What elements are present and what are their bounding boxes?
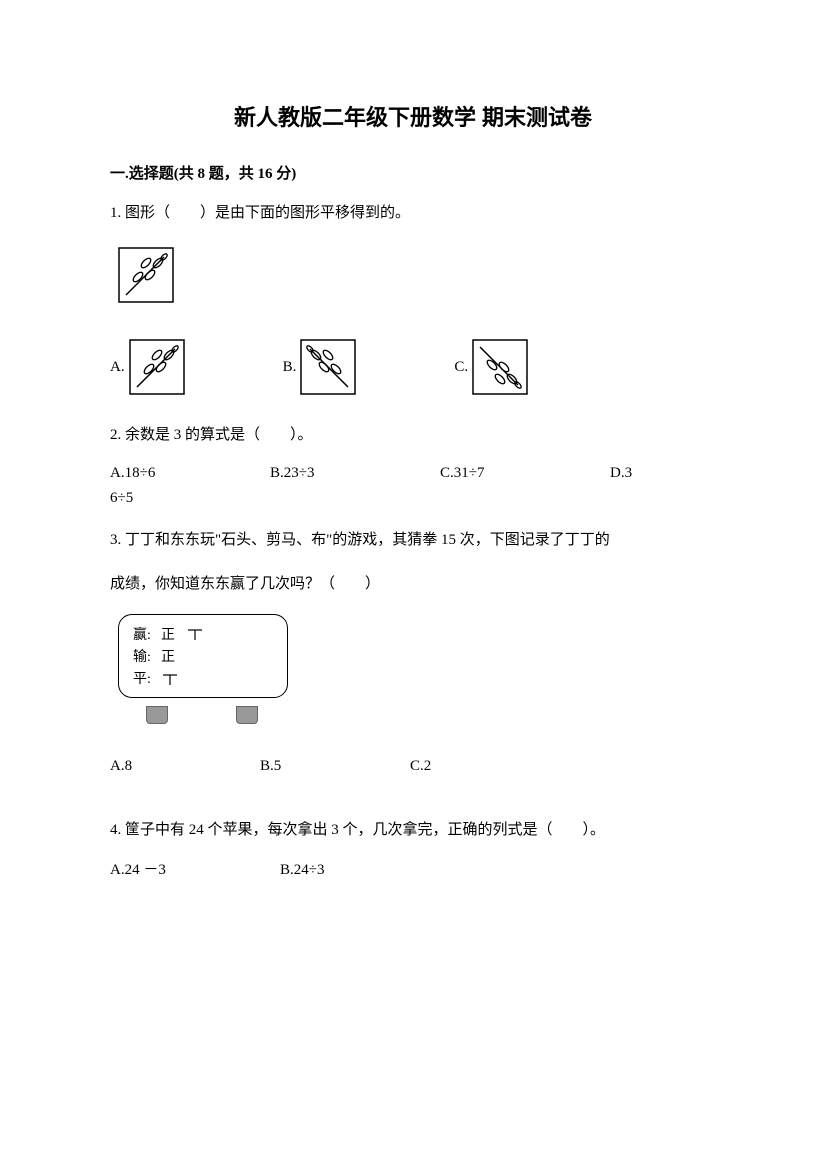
tally-win-row: 赢: 正	[133, 625, 273, 647]
q1-option-a-label: A.	[110, 355, 125, 379]
question-1: 1. 图形（ ）是由下面的图形平移得到的。 A.	[110, 201, 716, 395]
section-1-header: 一.选择题(共 8 题，共 16 分)	[110, 162, 716, 183]
tally-tie-row: 平:	[133, 669, 273, 691]
tally-tie-marks	[161, 669, 179, 691]
q3-text-line2: 成绩，你知道东东赢了几次吗？（ ）	[110, 572, 716, 596]
q1-main-figure	[118, 247, 716, 311]
question-2: 2. 余数是 3 的算式是（ ）。 A.18÷6 B.23÷3 C.31÷7 D…	[110, 423, 716, 510]
tally-partial2-icon	[161, 673, 179, 687]
q2-option-a: A.18÷6	[110, 461, 270, 485]
leaf-box-icon	[118, 247, 174, 303]
leaf-box-a-icon	[129, 339, 185, 395]
q1-text: 1. 图形（ ）是由下面的图形平移得到的。	[110, 201, 716, 225]
tally-foot-right	[236, 706, 258, 724]
tally-lose-row: 输: 正	[133, 647, 273, 669]
q4-options: A.24 －3 B.24÷3	[110, 858, 716, 882]
leaf-box-c-icon	[472, 339, 528, 395]
tally-win-marks: 正	[161, 625, 204, 647]
tally-lose-marks: 正	[161, 647, 175, 669]
q2-options: A.18÷6 B.23÷3 C.31÷7 D.3	[110, 461, 716, 485]
q1-option-b-label: B.	[283, 355, 297, 379]
tally-partial-icon	[186, 628, 204, 642]
tally-foot-left	[146, 706, 168, 724]
q2-option-b: B.23÷3	[270, 461, 440, 485]
q2-option-d-wrap: 6÷5	[110, 487, 716, 510]
tally-win-label: 赢:	[133, 625, 153, 647]
q3-text-line1: 3. 丁丁和东东玩"石头、剪马、布"的游戏，其猜拳 15 次，下图记录了丁丁的	[110, 528, 716, 552]
page-title: 新人教版二年级下册数学 期末测试卷	[110, 100, 716, 132]
leaf-box-b-icon	[300, 339, 356, 395]
q2-text: 2. 余数是 3 的算式是（ ）。	[110, 423, 716, 447]
q2-option-d: D.3	[610, 461, 670, 485]
q2-option-c: C.31÷7	[440, 461, 610, 485]
question-3: 3. 丁丁和东东玩"石头、剪马、布"的游戏，其猜拳 15 次，下图记录了丁丁的 …	[110, 528, 716, 778]
q3-option-b: B.5	[260, 754, 410, 778]
tally-body: 赢: 正 输: 正 平:	[118, 614, 288, 698]
q1-options: A. B.	[110, 339, 716, 395]
tally-tie-label: 平:	[133, 669, 153, 691]
tally-lose-label: 输:	[133, 647, 153, 669]
q3-option-c: C.2	[410, 754, 560, 778]
q1-option-c-label: C.	[454, 355, 468, 379]
tally-card: 赢: 正 输: 正 平:	[118, 614, 298, 724]
q4-option-a: A.24 －3	[110, 858, 280, 882]
q4-option-b: B.24÷3	[280, 858, 450, 882]
q4-text: 4. 筐子中有 24 个苹果，每次拿出 3 个，几次拿完，正确的列式是（ ）。	[110, 818, 716, 842]
q3-option-a: A.8	[110, 754, 260, 778]
question-4: 4. 筐子中有 24 个苹果，每次拿出 3 个，几次拿完，正确的列式是（ ）。 …	[110, 818, 716, 882]
q3-options: A.8 B.5 C.2	[110, 754, 716, 778]
